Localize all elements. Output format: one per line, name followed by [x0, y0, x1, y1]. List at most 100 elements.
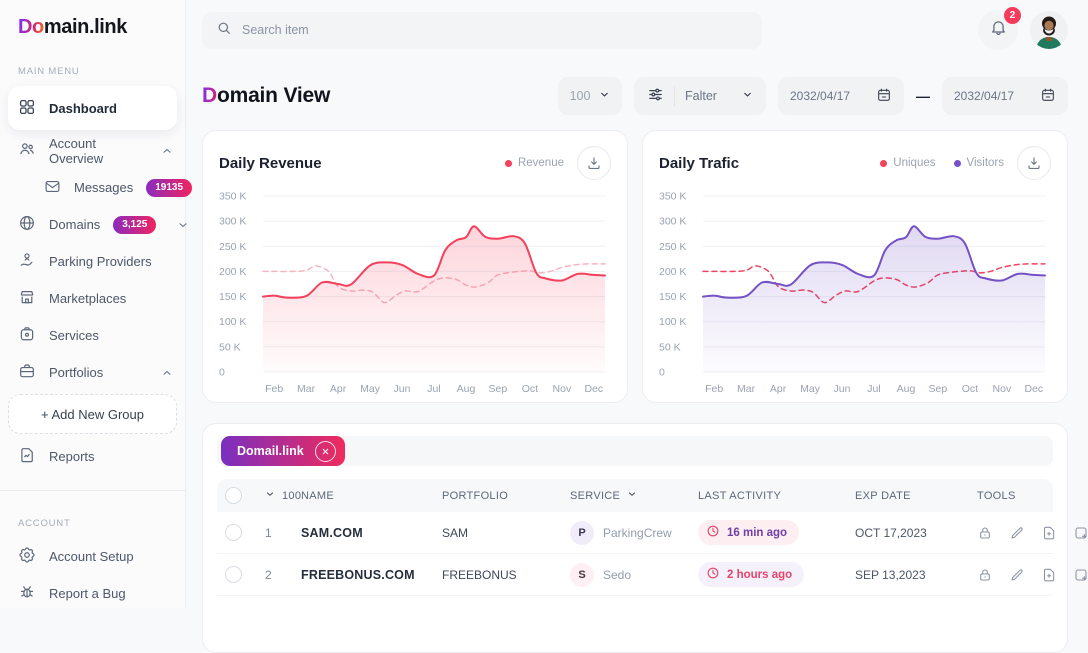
search-input[interactable] [242, 23, 748, 37]
sidebar-item-label: Account Setup [49, 549, 134, 564]
chevron-up-icon[interactable] [161, 145, 173, 157]
svg-text:Nov: Nov [993, 383, 1012, 395]
chart-legend: Uniques Visitors [880, 157, 1004, 169]
sidebar-item-label: Portfolios [49, 365, 104, 380]
svg-text:350 K: 350 K [659, 191, 686, 203]
domain-name[interactable]: FREEBONUS.COM [301, 567, 415, 582]
logo-text: main.link [43, 16, 127, 38]
column-exp-date[interactable]: EXP DATE [855, 489, 911, 502]
file-export-icon[interactable] [1073, 567, 1088, 583]
column-portfolio[interactable]: PORTFOLIO [442, 489, 509, 502]
svg-text:50 K: 50 K [219, 341, 241, 353]
filter-dropdown[interactable]: Falter [634, 77, 766, 115]
download-button[interactable] [577, 146, 611, 180]
messages-count-badge: 19135 [146, 178, 193, 197]
sidebar-item-label: Services [49, 328, 99, 343]
svg-text:Jun: Jun [394, 383, 411, 395]
sidebar-item-parking-providers[interactable]: Parking Providers [0, 243, 185, 280]
notifications-button[interactable]: 2 [978, 7, 1021, 50]
sidebar-item-dashboard[interactable]: Dashboard [8, 86, 177, 130]
app-logo[interactable]: Domain.link [0, 16, 185, 39]
chevron-down-icon [742, 89, 753, 103]
table-row[interactable]: 1 SAM.COM SAM P ParkingCrew 16 min ago O… [217, 512, 1087, 554]
column-count[interactable]: 100 [265, 489, 301, 502]
date-to-value: 2032/04/17 [954, 89, 1015, 103]
svg-text:300 K: 300 K [219, 216, 246, 228]
portfolio-name: FREEBONUS [442, 567, 517, 582]
row-number: 2 [265, 567, 272, 582]
edit-icon[interactable] [1009, 567, 1025, 583]
row-checkbox[interactable] [225, 566, 242, 583]
daily-revenue-chart: 350 K 300 K 250 K 200 K 150 K 100 K 50 K 0 Feb Ma… [219, 188, 611, 396]
download-button[interactable] [1017, 146, 1051, 180]
main-content: 2 Domain View 100 Falter 2 0 [186, 0, 1088, 653]
sidebar-item-services[interactable]: Services [0, 317, 185, 354]
svg-text:300 K: 300 K [659, 216, 686, 228]
sidebar-item-label: Account Overview [49, 135, 104, 166]
file-export-icon[interactable] [1073, 525, 1088, 541]
svg-text:Feb: Feb [265, 383, 283, 395]
column-service[interactable]: SERVICE [570, 489, 698, 502]
add-new-group-button[interactable]: + Add New Group [8, 394, 177, 434]
service-initial-badge: P [570, 520, 594, 545]
table-row[interactable]: 2 FREEBONUS.COM FREEBONUS S Sedo 2 hours… [217, 554, 1087, 596]
clock-icon [706, 524, 720, 541]
date-from-picker[interactable]: 2032/04/17 [778, 77, 904, 115]
last-activity-cell: 2 hours ago [698, 562, 855, 587]
user-avatar[interactable] [1030, 11, 1068, 49]
service-name: Sedo [603, 567, 632, 582]
filter-chip-bar: Domail.link [217, 436, 1053, 466]
filter-label: Falter [685, 89, 717, 103]
sidebar-item-report-a-bug[interactable]: Report a Bug [0, 575, 185, 612]
row-checkbox[interactable] [225, 524, 242, 541]
filter-chip-label: Domail.link [237, 444, 304, 458]
search-bar[interactable] [202, 11, 762, 49]
date-range-separator: — [916, 88, 930, 104]
main-menu-label: MAIN MENU [18, 66, 80, 77]
sidebar-item-messages[interactable]: Messages 19135 [0, 169, 193, 206]
domain-filter-chip[interactable]: Domail.link [221, 436, 345, 466]
svg-text:Nov: Nov [553, 383, 572, 395]
sidebar-item-account-setup[interactable]: Account Setup [0, 538, 185, 575]
file-plus-icon[interactable] [1041, 525, 1057, 541]
edit-icon[interactable] [1009, 525, 1025, 541]
domain-name[interactable]: SAM.COM [301, 525, 363, 540]
sidebar-divider [0, 490, 185, 491]
svg-text:150 K: 150 K [219, 291, 246, 303]
sidebar-item-account-overview[interactable]: Account Overview [0, 132, 185, 169]
report-document-icon [18, 446, 36, 467]
domains-count-badge: 3,125 [113, 215, 157, 234]
lock-icon[interactable] [977, 525, 993, 541]
sidebar-item-label: Messages [74, 180, 134, 195]
portfolio-name: SAM [442, 525, 469, 540]
sidebar-item-reports[interactable]: Reports [0, 438, 185, 475]
chevron-up-icon[interactable] [161, 367, 173, 379]
svg-text:May: May [360, 383, 381, 395]
page-size-dropdown[interactable]: 100 [558, 77, 622, 115]
select-all-checkbox[interactable] [225, 487, 242, 504]
chart-legend: Revenue [504, 157, 564, 169]
close-icon[interactable] [314, 440, 336, 462]
sidebar-item-domains[interactable]: Domains 3,125 [0, 206, 187, 243]
globe-icon [18, 214, 36, 235]
chevron-down-icon[interactable] [177, 219, 189, 231]
column-last-activity[interactable]: LAST ACTIVITY [698, 489, 782, 502]
dashboard-grid-icon [18, 98, 36, 119]
svg-text:250 K: 250 K [219, 241, 246, 253]
sidebar-item-portfolios[interactable]: Portfolios [0, 354, 185, 391]
sidebar-item-label: Reports [49, 449, 95, 464]
file-plus-icon[interactable] [1041, 567, 1057, 583]
chart-title: Daily Trafic [659, 154, 740, 172]
lock-icon[interactable] [977, 567, 993, 583]
svg-text:100 K: 100 K [659, 316, 686, 328]
bug-icon [18, 583, 36, 604]
service-cell: P ParkingCrew [570, 520, 698, 545]
sidebar-item-marketplaces[interactable]: Marketplaces [0, 280, 185, 317]
legend-item: Revenue [504, 157, 564, 169]
last-activity-pill: 16 min ago [698, 520, 800, 545]
svg-text:0: 0 [659, 367, 665, 379]
date-to-picker[interactable]: 2032/04/17 [942, 77, 1068, 115]
daily-trafic-card: Daily Trafic Uniques Visitors 350 K 300 K 2… [642, 130, 1068, 403]
column-name[interactable]: NAME [301, 489, 334, 502]
